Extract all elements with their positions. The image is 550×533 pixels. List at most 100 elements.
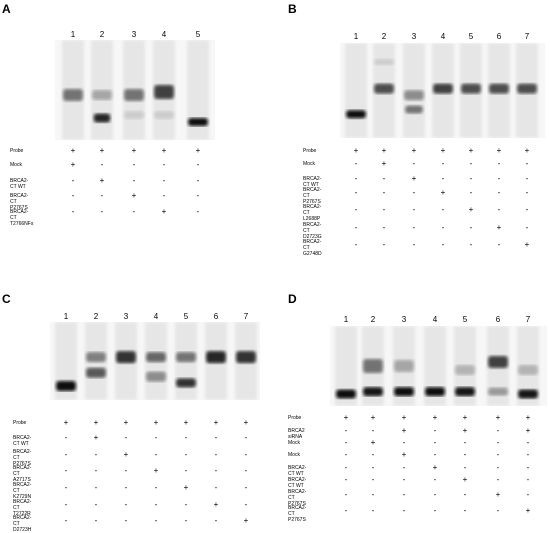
- gel-svg: [50, 322, 260, 400]
- condition-mark: +: [411, 174, 417, 183]
- condition-mark: -: [441, 205, 445, 214]
- condition-mark: -: [94, 483, 98, 492]
- lane-number: 2: [381, 32, 387, 41]
- condition-mark: -: [463, 450, 467, 459]
- condition-label: BRCA2-CT T2722R: [13, 499, 32, 517]
- condition-mark: -: [244, 500, 248, 509]
- condition-mark: -: [526, 438, 530, 447]
- condition-mark: -: [100, 207, 104, 216]
- condition-mark: +: [243, 418, 249, 427]
- gel-band: [425, 387, 445, 397]
- condition-mark: -: [244, 483, 248, 492]
- lane-number: 5: [462, 315, 468, 324]
- condition-mark: -: [441, 240, 445, 249]
- lane-number: 1: [353, 32, 359, 41]
- condition-mark: -: [94, 466, 98, 475]
- condition-mark: +: [70, 146, 76, 155]
- condition-mark: -: [64, 483, 68, 492]
- gel-band: [176, 352, 196, 363]
- lane-number: 7: [243, 312, 249, 321]
- condition-mark: -: [402, 438, 406, 447]
- condition-mark: -: [344, 490, 348, 499]
- gel-band: [92, 90, 112, 100]
- condition-mark: +: [524, 146, 530, 155]
- condition-mark: -: [412, 159, 416, 168]
- condition-mark: +: [123, 450, 129, 459]
- gel-image: [340, 43, 545, 138]
- condition-mark: -: [497, 174, 501, 183]
- condition-mark: -: [124, 516, 128, 525]
- lane-number: 2: [370, 315, 376, 324]
- condition-label: BRCA2-CT A2717S: [13, 465, 32, 483]
- condition-mark: -: [371, 475, 375, 484]
- condition-mark: -: [469, 240, 473, 249]
- condition-mark: -: [132, 176, 136, 185]
- gel-lane: [187, 40, 209, 140]
- gel-band: [394, 360, 414, 372]
- lane-number: 3: [131, 30, 137, 39]
- condition-mark: -: [469, 223, 473, 232]
- condition-mark: +: [99, 146, 105, 155]
- gel-band: [461, 83, 481, 94]
- condition-label: Probe: [303, 148, 317, 154]
- lane-number: 5: [195, 30, 201, 39]
- gel-image: [50, 322, 260, 400]
- condition-mark: -: [354, 240, 358, 249]
- condition-mark: -: [94, 450, 98, 459]
- gel-band: [488, 356, 508, 368]
- condition-mark: -: [64, 466, 68, 475]
- condition-mark: -: [244, 450, 248, 459]
- condition-mark: +: [432, 463, 438, 472]
- condition-mark: +: [495, 490, 501, 499]
- gel-band: [517, 83, 537, 94]
- lane-number: 6: [495, 315, 501, 324]
- gel-band: [154, 85, 174, 99]
- condition-mark: -: [371, 426, 375, 435]
- gel-band: [206, 351, 226, 364]
- condition-mark: -: [526, 490, 530, 499]
- lane-number: 3: [401, 315, 407, 324]
- condition-mark: -: [469, 159, 473, 168]
- condition-mark: +: [123, 418, 129, 427]
- gel-band: [176, 378, 196, 388]
- condition-mark: -: [525, 223, 529, 232]
- condition-mark: +: [401, 426, 407, 435]
- condition-mark: -: [132, 207, 136, 216]
- condition-mark: -: [433, 475, 437, 484]
- condition-mark: -: [441, 223, 445, 232]
- gel-band: [363, 387, 383, 397]
- condition-mark: -: [371, 450, 375, 459]
- lane-number: 5: [468, 32, 474, 41]
- gel-band: [405, 105, 423, 114]
- condition-label: BRCA2-CT WT: [10, 178, 29, 190]
- condition-label: BRCA2-CT K2729N: [13, 482, 32, 500]
- gel-band: [433, 83, 453, 94]
- condition-mark: -: [525, 205, 529, 214]
- condition-mark: -: [100, 191, 104, 200]
- condition-mark: -: [344, 450, 348, 459]
- condition-label: BRCA2-CT P2767S: [10, 193, 29, 211]
- gel-band: [116, 351, 136, 364]
- condition-label: BRCA2-CT P2767S: [288, 489, 307, 507]
- condition-mark: +: [93, 418, 99, 427]
- condition-label: BRCA2-CT P2767S: [303, 187, 322, 205]
- condition-mark: -: [412, 223, 416, 232]
- condition-mark: -: [196, 160, 200, 169]
- condition-label: Mock: [303, 161, 315, 167]
- condition-mark: -: [196, 176, 200, 185]
- condition-mark: -: [497, 205, 501, 214]
- condition-label: Mock: [288, 452, 300, 458]
- condition-mark: +: [411, 146, 417, 155]
- condition-label: BRCA2-CT P2767S: [13, 449, 32, 467]
- condition-mark: +: [370, 438, 376, 447]
- condition-mark: +: [401, 450, 407, 459]
- condition-mark: -: [496, 438, 500, 447]
- condition-mark: +: [353, 146, 359, 155]
- gel-image: [55, 40, 215, 140]
- condition-label: BRCA2-CT WT: [303, 176, 322, 188]
- gel-band: [124, 111, 144, 119]
- condition-mark: +: [161, 146, 167, 155]
- condition-mark: -: [469, 174, 473, 183]
- condition-mark: -: [162, 176, 166, 185]
- condition-label: Probe: [288, 415, 302, 421]
